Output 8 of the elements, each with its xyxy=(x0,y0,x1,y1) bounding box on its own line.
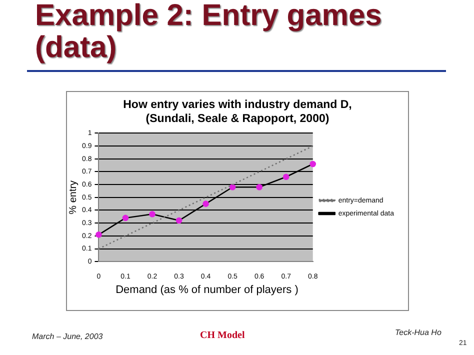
chart-subtitle: How entry varies with industry demand D, (Sundali, Seale & Rapoport, 2000) xyxy=(122,98,353,126)
y-axis-title: % entry xyxy=(68,180,79,214)
line-series xyxy=(98,145,314,250)
chart-title: Example 2: Entry games (data) xyxy=(35,0,383,64)
text: March – June, 2003 xyxy=(32,332,103,341)
x-axis-title: Demand (as % of number of players ) xyxy=(114,284,300,296)
text: CH Model xyxy=(200,330,245,341)
text: Teck-Hua Ho xyxy=(395,328,442,337)
